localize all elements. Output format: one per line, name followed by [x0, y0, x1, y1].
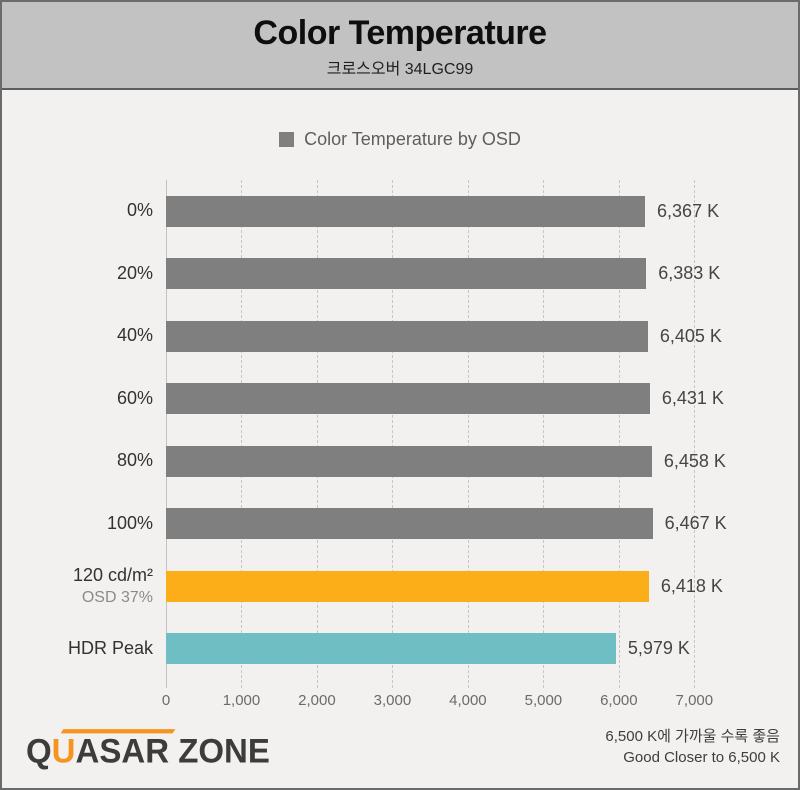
- logo-text-prefix: Q: [26, 730, 52, 770]
- x-tick-label: 5,000: [524, 692, 563, 709]
- page-subtitle: 크로스오버 34LGC99: [326, 61, 474, 79]
- value-label: 6,383 K: [658, 263, 721, 284]
- logo-text-rest: ASAR ZONE: [75, 730, 270, 770]
- category-label-main: HDR Peak: [67, 637, 153, 658]
- bar-area: 6,405 K: [166, 305, 798, 368]
- value-label: 6,367 K: [657, 200, 720, 221]
- footer-notes: 6,500 K에 가까울 수록 좋음 Good Closer to 6,500 …: [605, 726, 780, 768]
- bar-area: 6,383 K: [166, 243, 798, 306]
- x-tick-label: 6,000: [600, 692, 638, 709]
- bar-row: HDR Peak 5,979 K: [2, 618, 798, 681]
- bar-area: 6,418 K: [166, 555, 798, 618]
- category-label: 60%: [2, 388, 166, 410]
- category-label: 0%: [2, 200, 166, 222]
- x-tick-label: 3,000: [373, 692, 412, 709]
- value-label: 5,979 K: [627, 638, 690, 659]
- bar-row: 100% 6,467 K: [2, 493, 798, 556]
- bar-row: 40% 6,405 K: [2, 305, 798, 368]
- category-label: 40%: [2, 325, 166, 347]
- x-tick-label: 7,000: [675, 692, 714, 709]
- logo-swoosh-icon: [60, 728, 176, 733]
- x-axis: 0 1,000 2,000 3,000 4,000 5,000 6,000 7,000: [162, 680, 798, 709]
- value-label: 6,418 K: [660, 575, 723, 596]
- bar-row: 20% 6,383 K: [2, 243, 798, 306]
- category-label-main: 40%: [116, 325, 153, 346]
- legend-label: Color Temperature by OSD: [304, 128, 521, 149]
- x-tick-label: 2,000: [298, 692, 336, 709]
- x-tick-label: 0: [161, 692, 171, 709]
- bar-area: 6,367 K: [166, 180, 798, 243]
- bar-40-: [166, 320, 648, 352]
- category-label-main: 60%: [116, 387, 153, 408]
- page-title: Color Temperature: [253, 14, 547, 52]
- bar-0-: [166, 195, 646, 227]
- bar-row: 0% 6,367 K: [2, 180, 798, 243]
- logo-text-accent: U: [51, 730, 76, 770]
- bar-area: 6,458 K: [166, 430, 798, 493]
- legend-swatch-icon: [279, 131, 295, 147]
- bar-100-: [166, 508, 653, 540]
- chart-footer: QUASAR ZONE 6,500 K에 가까울 수록 좋음 Good Clos…: [2, 716, 798, 788]
- footer-note-english: Good Closer to 6,500 K: [623, 749, 780, 766]
- category-label: 120 cd/m² OSD 37%: [2, 565, 166, 608]
- value-label: 6,467 K: [664, 513, 727, 534]
- value-label: 6,405 K: [659, 325, 722, 346]
- category-label-main: 0%: [126, 200, 153, 221]
- bar-120-cd-m-: [166, 570, 649, 602]
- x-tick-label: 1,000: [222, 692, 261, 709]
- category-label-main: 120 cd/m²: [72, 564, 153, 585]
- bar-20-: [166, 258, 647, 290]
- value-label: 6,431 K: [661, 388, 724, 409]
- category-label: 100%: [2, 513, 166, 535]
- category-label-sub: OSD 37%: [81, 589, 153, 607]
- bar-rows: 0% 6,367 K 20% 6,383 K 40% 6,405 K 60% 6,431 K 8…: [2, 180, 798, 680]
- bar-area: 6,467 K: [166, 493, 798, 556]
- bar-row: 120 cd/m² OSD 37% 6,418 K: [2, 555, 798, 618]
- bar-60-: [166, 383, 650, 415]
- bar-chart: 0% 6,367 K 20% 6,383 K 40% 6,405 K 60% 6,431 K 8…: [2, 180, 798, 688]
- category-label: HDR Peak: [2, 638, 166, 660]
- quasarzone-logo: QUASAR ZONE: [26, 727, 270, 770]
- chart-legend: Color Temperature by OSD: [2, 128, 798, 150]
- bar-row: 80% 6,458 K: [2, 430, 798, 493]
- category-label: 80%: [2, 450, 166, 472]
- chart-header: Color Temperature 크로스오버 34LGC99: [2, 2, 798, 90]
- bar-hdr-peak: [166, 633, 616, 665]
- value-label: 6,458 K: [663, 450, 726, 471]
- category-label-main: 80%: [116, 450, 153, 471]
- category-label: 20%: [2, 263, 166, 285]
- footer-note-korean: 6,500 K에 가까울 수록 좋음: [605, 728, 780, 745]
- bar-row: 60% 6,431 K: [2, 368, 798, 431]
- bar-80-: [166, 445, 652, 477]
- bar-area: 5,979 K: [166, 618, 798, 681]
- category-label-main: 20%: [116, 262, 153, 283]
- x-tick-label: 4,000: [449, 692, 487, 709]
- category-label-main: 100%: [106, 512, 153, 533]
- bar-area: 6,431 K: [166, 368, 798, 431]
